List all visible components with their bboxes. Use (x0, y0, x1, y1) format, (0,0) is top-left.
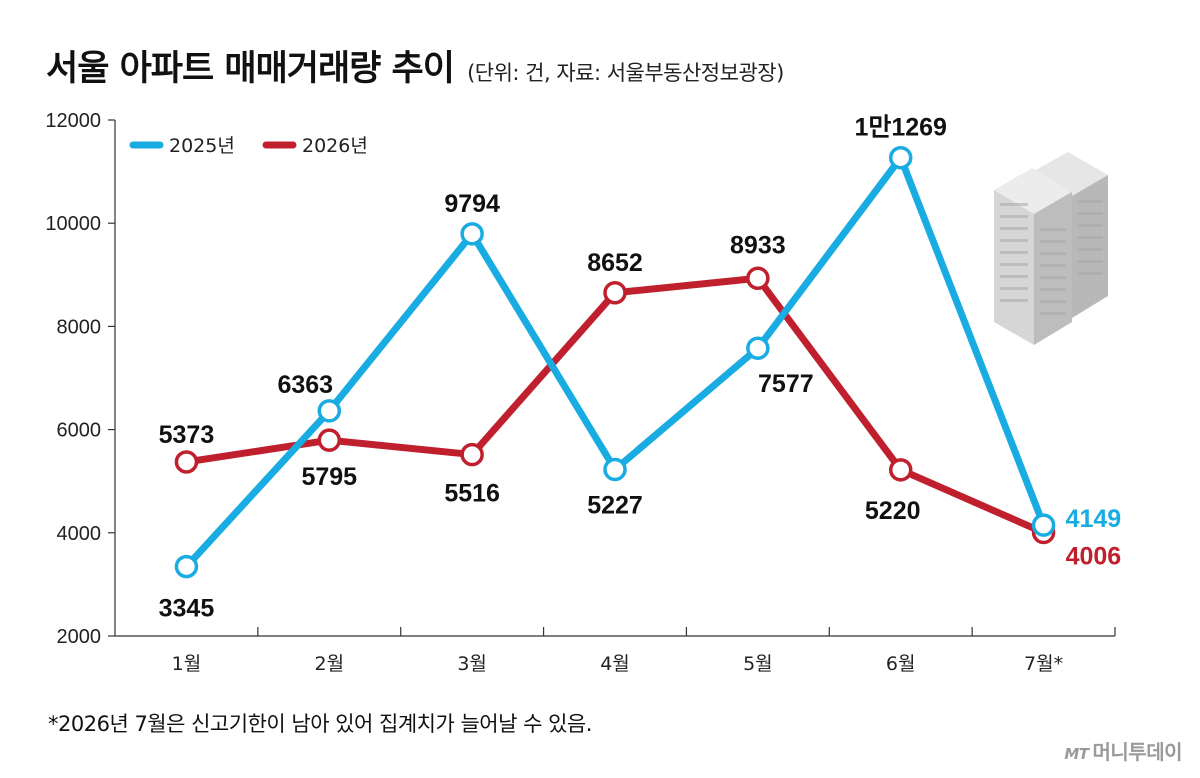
data-point (603, 457, 627, 482)
line-chart: 2000 4000 6000 8000 10000 12000 1월 2월 3월 4월 5월 6월 7월… (45, 110, 1122, 675)
x-tick-label: 2월 (314, 653, 344, 675)
data-point (603, 281, 627, 305)
x-tick-label: 5월 (743, 653, 773, 675)
y-tick-label: 2000 (57, 626, 102, 648)
data-label: 6363 (277, 371, 333, 399)
legend-label: 2025년 (169, 135, 235, 157)
data-label: 5516 (444, 480, 500, 508)
data-label: 5373 (159, 421, 215, 449)
x-tick-label: 1월 (172, 653, 202, 675)
x-tick-label: 6월 (886, 653, 916, 675)
y-tick-label: 12000 (45, 110, 101, 132)
data-point (1031, 513, 1056, 537)
data-label: 5795 (301, 463, 357, 491)
data-point (174, 450, 199, 474)
data-point (174, 554, 199, 579)
data-label: 5227 (587, 491, 643, 519)
data-point (460, 222, 484, 246)
legend-label: 2026년 (302, 135, 368, 157)
data-label: 3345 (159, 595, 215, 623)
data-label: 8652 (587, 249, 643, 277)
data-point (317, 428, 342, 452)
data-label: 4006 (1066, 542, 1122, 570)
x-tick-label: 7월* (1024, 653, 1063, 675)
y-tick-label: 4000 (57, 523, 102, 545)
data-label: 1만1269 (854, 114, 947, 142)
y-tick-label: 6000 (57, 420, 102, 442)
data-label: 9794 (444, 190, 500, 218)
data-point (317, 399, 342, 423)
publisher-logo: MT 머니투데이 (1064, 736, 1182, 765)
y-tick-label: 10000 (45, 213, 101, 235)
apartment-building-icon (994, 152, 1108, 345)
data-point (888, 145, 913, 170)
chart-title: 서울 아파트 매매거래량 추이 (46, 49, 455, 89)
logo-mark: MT (1064, 745, 1089, 763)
footnote: *2026년 7월은 신고기한이 남아 있어 집계치가 늘어날 수 있음. (48, 712, 592, 736)
data-label: 4149 (1066, 505, 1122, 533)
data-point (460, 442, 484, 467)
x-tick-label: 3월 (457, 653, 487, 675)
y-tick-label: 8000 (57, 316, 102, 338)
logo-text: 머니투데이 (1092, 740, 1183, 764)
title-row: 서울 아파트 매매거래량 추이 (단위: 건, 자료: 서울부동산정보광장) (46, 40, 784, 91)
data-label: 5220 (865, 497, 921, 525)
x-tick-label: 4월 (600, 653, 630, 675)
data-point (888, 458, 913, 482)
data-point (746, 266, 770, 291)
data-label: 8933 (730, 231, 786, 259)
chart-subtitle: (단위: 건, 자료: 서울부동산정보광장) (467, 61, 784, 85)
data-label: 7577 (758, 370, 814, 398)
data-point (746, 336, 770, 360)
